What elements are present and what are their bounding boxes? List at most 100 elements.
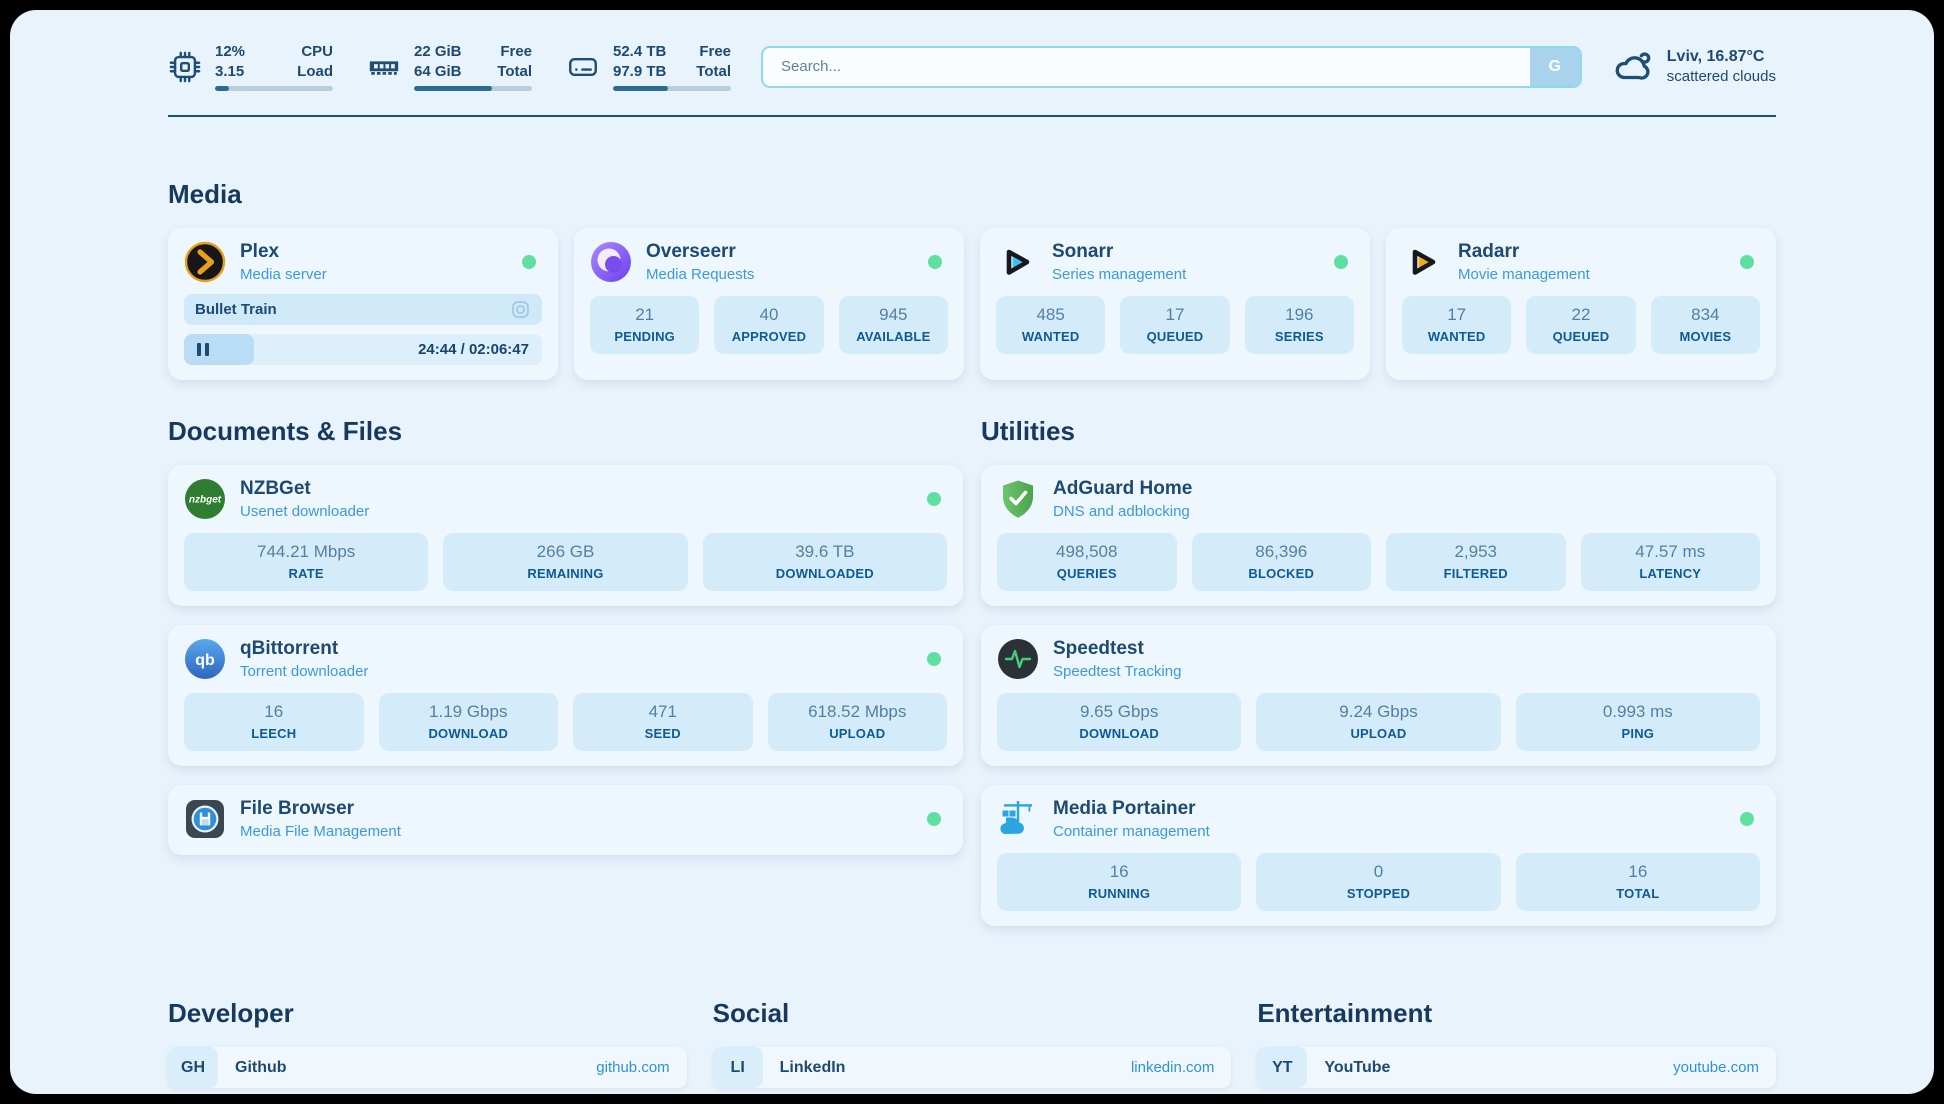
- bookmark-abbr: LI: [712, 1047, 763, 1088]
- stat-total: 16 TOTAL: [1515, 853, 1760, 911]
- stat-pending: 21 PENDING: [590, 296, 700, 354]
- app-subtitle: Media Requests: [646, 265, 755, 283]
- stat-upload: 618.52 Mbps UPLOAD: [767, 693, 947, 751]
- memory-free-label: Free: [500, 43, 532, 60]
- cloud-icon: [1612, 46, 1654, 88]
- stat-series: 196 SERIES: [1244, 296, 1354, 354]
- dashboard-page: 12% 3.15 CPU Load: [10, 10, 1934, 1094]
- section-title-documents: Documents & Files: [168, 416, 403, 446]
- stat-latency: 47.57 ms LATENCY: [1580, 533, 1760, 591]
- stat-queued: 17 QUEUED: [1120, 296, 1230, 354]
- disk-free-label: Free: [699, 43, 731, 60]
- stat-queued: 22 QUEUED: [1526, 296, 1636, 354]
- stat-ping: 0.993 ms PING: [1515, 693, 1760, 751]
- speedtest-logo-icon: [997, 638, 1039, 680]
- header-divider: [168, 115, 1776, 117]
- now-playing-title: Bullet Train: [195, 301, 277, 318]
- radarr-logo-icon: [1402, 241, 1444, 283]
- online-status-dot: [927, 812, 941, 826]
- stat-queries: 498,508 QUERIES: [997, 533, 1177, 591]
- app-name: Speedtest: [1053, 638, 1144, 660]
- cpu-icon: [168, 50, 202, 84]
- app-card-overseerr[interactable]: Overseerr Media Requests 21 PENDING 40 A…: [574, 228, 964, 380]
- playback-progress-bar: 24:44 / 02:06:47: [184, 334, 542, 365]
- stat-download: 1.19 Gbps DOWNLOAD: [378, 693, 558, 751]
- section-title-media: Media: [168, 179, 242, 209]
- bookmark-abbr: YT: [1257, 1047, 1308, 1088]
- app-subtitle: Series management: [1052, 265, 1187, 283]
- app-card-nzbget[interactable]: nzbget NZBGet Usenet downloader 74: [168, 465, 963, 606]
- cpu-load-value: 3.15: [215, 62, 245, 80]
- bookmark-linkedin[interactable]: LI LinkedIn linkedin.com: [712, 1047, 1232, 1088]
- app-card-adguard[interactable]: AdGuard Home DNS and adblocking 498,508 …: [981, 465, 1776, 606]
- online-status-dot: [522, 255, 536, 269]
- search-engine-button[interactable]: G: [1529, 47, 1580, 86]
- search-input[interactable]: [761, 45, 1582, 88]
- app-subtitle: Usenet downloader: [240, 502, 370, 520]
- portainer-logo-icon: [997, 798, 1039, 840]
- cpu-usage-value: 12%: [215, 43, 246, 60]
- now-playing-row: Bullet Train: [184, 294, 542, 325]
- app-subtitle: Torrent downloader: [240, 662, 369, 680]
- disk-progress-fill: [613, 86, 669, 91]
- plex-logo-icon: [184, 241, 226, 283]
- bookmark-youtube[interactable]: YT YouTube youtube.com: [1257, 1047, 1776, 1088]
- cpu-label: CPU: [301, 43, 333, 60]
- app-name: Plex: [240, 241, 280, 263]
- app-name: NZBGet: [240, 478, 311, 500]
- disk-progress-bar: [613, 86, 731, 91]
- stat-wanted: 17 WANTED: [1402, 296, 1512, 354]
- svg-text:nzbget: nzbget: [189, 495, 222, 506]
- search-bar: G: [761, 45, 1582, 88]
- stat-stopped: 0 STOPPED: [1256, 853, 1501, 911]
- disk-total-value: 97.9 TB: [613, 62, 667, 80]
- stat-available: 945 AVAILABLE: [838, 296, 948, 354]
- app-subtitle: Media File Management: [240, 822, 401, 840]
- online-status-dot: [927, 652, 941, 666]
- weather-condition: scattered clouds: [1666, 68, 1776, 85]
- cpu-progress-bar: [215, 86, 333, 91]
- cpu-stat: 12% 3.15 CPU Load: [168, 42, 333, 91]
- app-card-sonarr[interactable]: Sonarr Series management 485 WANTED 17 Q…: [980, 228, 1370, 380]
- memory-icon: [367, 50, 401, 84]
- pause-icon: [197, 343, 209, 356]
- overseerr-logo-icon: [590, 241, 632, 283]
- stat-running: 16 RUNNING: [997, 853, 1242, 911]
- stat-movies: 834 MOVIES: [1650, 296, 1760, 354]
- memory-progress-bar: [414, 86, 532, 91]
- section-title-utilities: Utilities: [981, 416, 1075, 446]
- app-name: Media Portainer: [1053, 798, 1196, 820]
- app-subtitle: Container management: [1053, 822, 1210, 840]
- memory-free-value: 22 GiB: [414, 43, 462, 60]
- bookmark-url: github.com: [596, 1059, 670, 1076]
- disk-icon: [566, 50, 600, 84]
- online-status-dot: [928, 255, 942, 269]
- app-name: Sonarr: [1052, 241, 1114, 263]
- app-card-qbittorrent[interactable]: qb qBittorrent Torrent downloader: [168, 625, 963, 766]
- app-card-radarr[interactable]: Radarr Movie management 17 WANTED 22 QUE…: [1386, 228, 1776, 380]
- system-stats: 12% 3.15 CPU Load: [168, 42, 731, 91]
- stat-wanted: 485 WANTED: [996, 296, 1106, 354]
- filebrowser-logo-icon: [184, 798, 226, 840]
- cpu-load-label: Load: [297, 62, 333, 80]
- app-card-filebrowser[interactable]: File Browser Media File Management: [168, 785, 963, 855]
- bookmark-name: YouTube: [1324, 1058, 1391, 1076]
- bookmark-name: LinkedIn: [779, 1058, 846, 1076]
- bookmark-github[interactable]: GH Github github.com: [168, 1047, 687, 1088]
- app-name: Overseerr: [646, 241, 736, 263]
- app-card-plex[interactable]: Plex Media server Bullet Train: [168, 228, 558, 380]
- online-status-dot: [1740, 812, 1754, 826]
- online-status-dot: [1740, 255, 1754, 269]
- section-title-developer: Developer: [168, 998, 294, 1028]
- app-name: qBittorrent: [240, 638, 339, 660]
- app-name: AdGuard Home: [1053, 478, 1193, 500]
- disk-total-label: Total: [696, 62, 731, 80]
- app-card-speedtest[interactable]: Speedtest Speedtest Tracking 9.65 Gbps D…: [981, 625, 1776, 766]
- stat-upload: 9.24 Gbps UPLOAD: [1256, 693, 1501, 751]
- stat-downloaded: 39.6 TB DOWNLOADED: [702, 533, 947, 591]
- app-card-portainer[interactable]: Media Portainer Container management 16 …: [981, 785, 1776, 926]
- playback-progress-fill: [184, 334, 254, 365]
- stat-remaining: 266 GB REMAINING: [443, 533, 688, 591]
- stat-filtered: 2,953 FILTERED: [1386, 533, 1566, 591]
- app-name: Radarr: [1458, 241, 1520, 263]
